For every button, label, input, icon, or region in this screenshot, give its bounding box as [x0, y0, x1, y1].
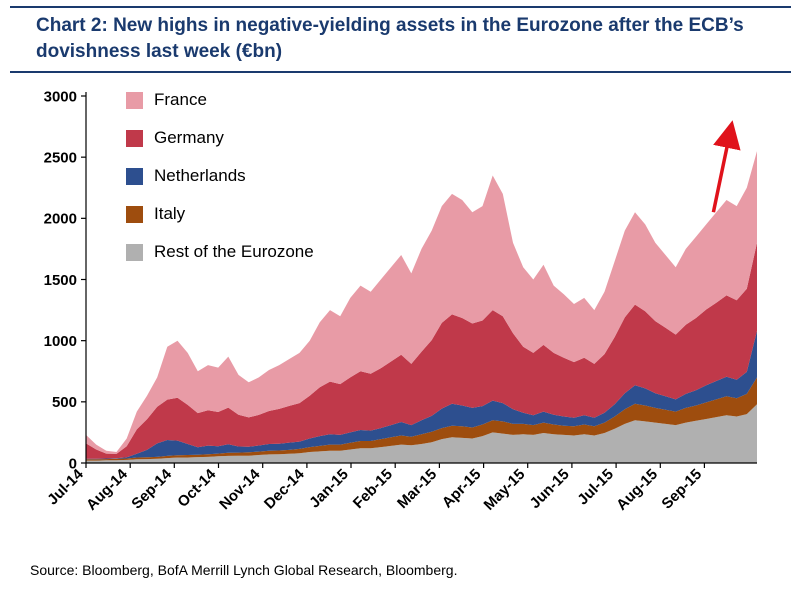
x-tick-label: Dec-14: [261, 465, 308, 512]
y-tick-label: 2000: [44, 211, 77, 228]
y-tick-label: 1500: [44, 272, 77, 289]
legend-swatch-germany: [126, 129, 143, 147]
x-tick-label: Sep-14: [128, 465, 175, 512]
legend-item-rest-of-the-eurozone: Rest of the Eurozone: [126, 240, 314, 264]
area-netherlands: [86, 330, 757, 460]
chart-header: Chart 2: New highs in negative-yielding …: [10, 6, 791, 74]
x-tick-label: Jun-15: [527, 466, 573, 512]
legend-swatch-italy: [126, 205, 143, 223]
chart-title: Chart 2: New highs in negative-yielding …: [36, 15, 744, 62]
legend-item-italy: Italy: [126, 202, 314, 226]
legend-item-netherlands: Netherlands: [126, 164, 314, 188]
x-tick-label: Jul-15: [574, 466, 617, 509]
axes: [85, 92, 757, 464]
up-arrow-annotation: [711, 120, 741, 213]
x-tick-label: Jan-15: [306, 466, 352, 512]
x-tick-label: Apr-15: [439, 466, 485, 512]
legend-label: Rest of the Eurozone: [154, 242, 314, 261]
x-tick-label: Jul-14: [44, 465, 87, 508]
legend-swatch-netherlands: [126, 167, 143, 185]
area-germany: [86, 242, 757, 459]
y-tick-label: 3000: [44, 88, 77, 105]
legend-label: Italy: [154, 204, 186, 223]
y-tick-label: 2500: [44, 149, 77, 166]
x-tick-label: Feb-15: [350, 466, 396, 512]
x-tick-label: Sep-15: [658, 466, 705, 513]
y-tick-label: 0: [69, 455, 77, 472]
legend-item-france: France: [126, 88, 314, 112]
legend-label: Netherlands: [154, 166, 246, 185]
legend-label: Germany: [154, 128, 224, 147]
area-rest-of-the-eurozone: [86, 404, 757, 463]
chart-legend: France Germany Netherlands Italy Rest of the…: [126, 88, 314, 264]
source-note: Source: Bloomberg, BofA Merrill Lynch Gl…: [30, 562, 458, 578]
legend-item-germany: Germany: [126, 126, 314, 150]
legend-swatch-france: [126, 91, 143, 109]
y-tick-label: 500: [52, 394, 77, 411]
legend-label: France: [154, 90, 207, 109]
legend-swatch-rest-of-the-eurozone: [126, 243, 143, 261]
x-tick-label: Oct-14: [174, 465, 219, 510]
x-tick-label: Aug-14: [83, 465, 131, 513]
x-tick-label: May-15: [481, 466, 529, 514]
y-axis-ticks: 0 500 1000 1500 2000 2500 3000: [44, 88, 86, 472]
area-france: [86, 151, 757, 454]
x-tick-label: Mar-15: [394, 466, 440, 512]
x-tick-label: Nov-14: [216, 465, 264, 513]
area-italy: [86, 377, 757, 461]
y-tick-label: 1000: [44, 333, 77, 350]
x-tick-label: Aug-15: [613, 466, 661, 514]
